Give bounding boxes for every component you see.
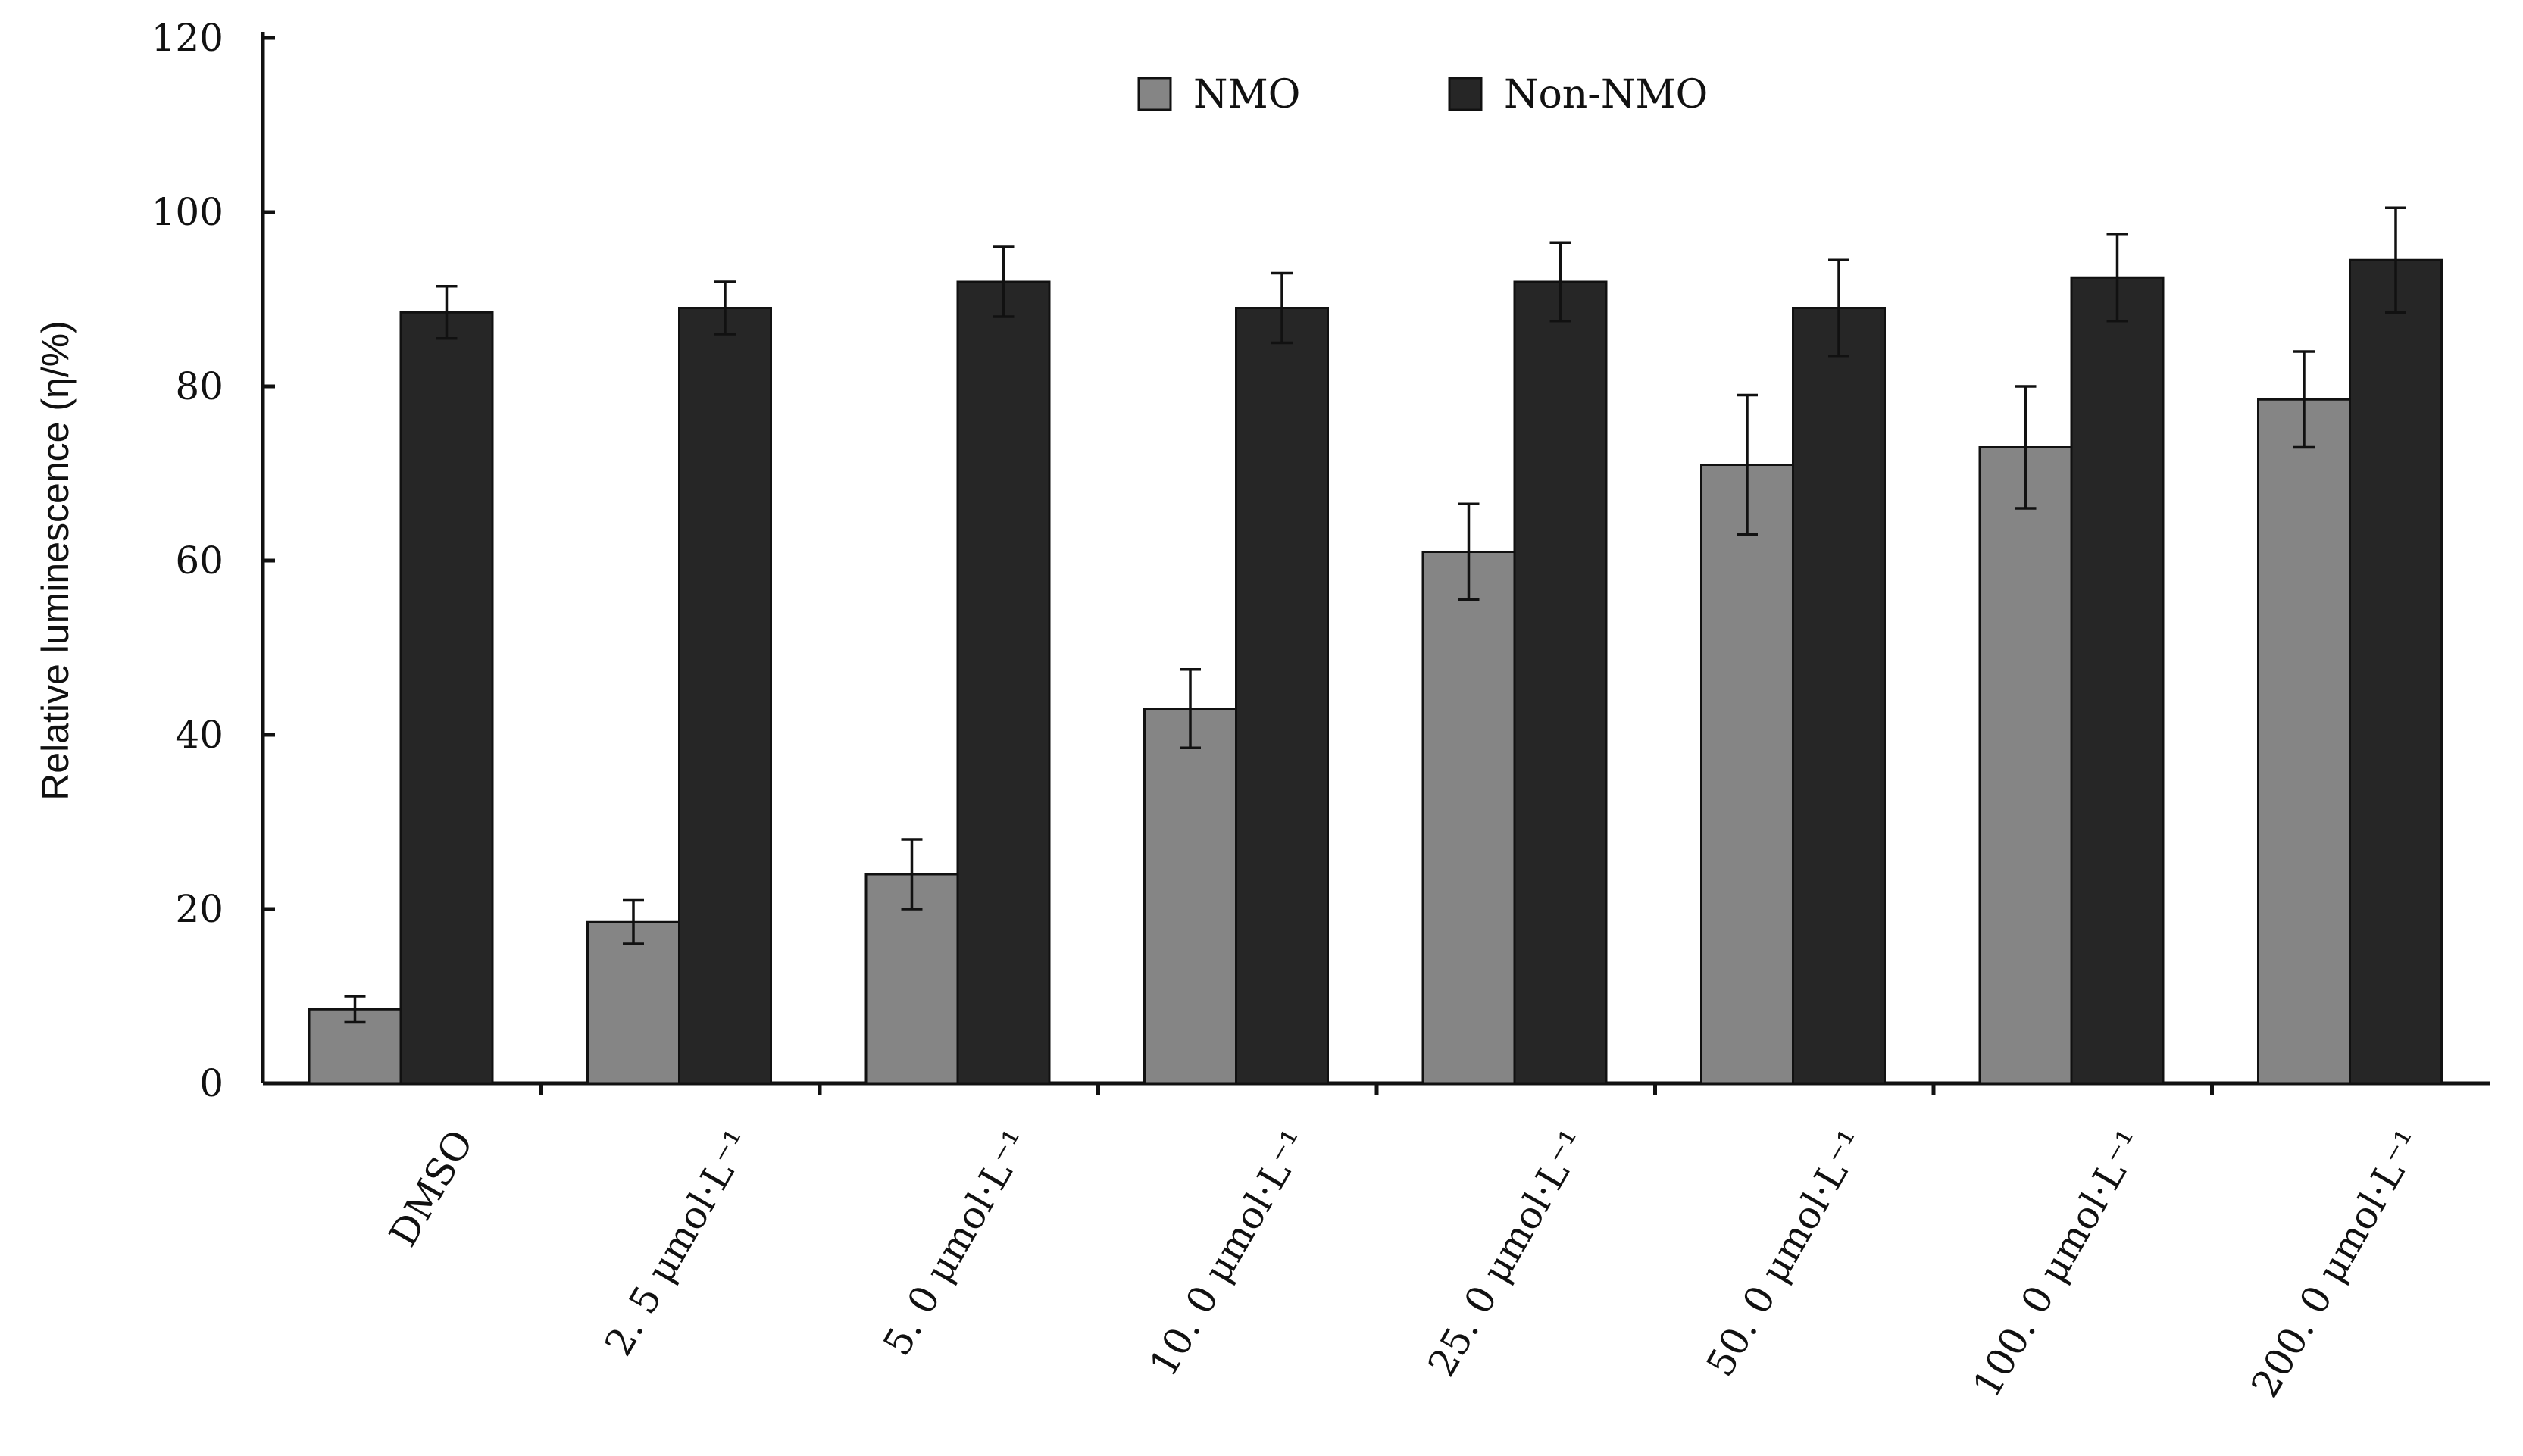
y-tick-label: 0 bbox=[199, 1061, 224, 1105]
y-tick-label: 60 bbox=[175, 539, 224, 583]
x-tick-label: 100. 0 μmol·L⁻¹ bbox=[1965, 1123, 2153, 1404]
legend: NMO Non-NMO bbox=[1137, 72, 1708, 117]
bar-nmo bbox=[1700, 464, 1794, 1085]
bar-non-nmo bbox=[956, 280, 1051, 1085]
x-tick-label: 5. 0 μmol·L⁻¹ bbox=[874, 1123, 1039, 1363]
error-bars bbox=[344, 206, 2406, 1024]
legend-swatch-non-nmo bbox=[1448, 77, 1483, 111]
bar-nmo bbox=[2257, 398, 2351, 1085]
bar-nmo bbox=[1421, 551, 1516, 1085]
legend-label-nmo: NMO bbox=[1193, 72, 1300, 117]
bar-nmo bbox=[586, 920, 680, 1085]
legend-swatch-nmo bbox=[1137, 77, 1172, 111]
bar-non-nmo bbox=[2070, 276, 2165, 1085]
bars bbox=[308, 258, 2443, 1085]
bar-non-nmo bbox=[1235, 307, 1329, 1085]
y-axis: 0 20 40 60 80 100 120 bbox=[152, 16, 275, 1105]
y-tick-label: 120 bbox=[152, 16, 224, 60]
bar-nmo bbox=[1143, 708, 1237, 1085]
y-tick-label: 100 bbox=[152, 190, 224, 234]
legend-label-non-nmo: Non-NMO bbox=[1504, 72, 1708, 117]
y-tick-label: 80 bbox=[175, 364, 224, 408]
bar-non-nmo bbox=[678, 307, 772, 1085]
x-tick-label: 50. 0 μmol·L⁻¹ bbox=[1698, 1123, 1874, 1384]
bar-non-nmo bbox=[1513, 280, 1608, 1085]
bar-nmo bbox=[1978, 446, 2073, 1085]
bar-non-nmo bbox=[2349, 258, 2443, 1085]
x-tick-label: 200. 0 μmol·L⁻¹ bbox=[2243, 1123, 2431, 1404]
y-tick-label: 20 bbox=[175, 887, 224, 931]
bar-nmo bbox=[308, 1008, 402, 1085]
bar-non-nmo bbox=[1792, 307, 1886, 1085]
y-tick-label: 40 bbox=[175, 713, 224, 757]
x-tick-label: 25. 0 μmol·L⁻¹ bbox=[1420, 1123, 1596, 1384]
x-tick-label: 2. 5 μmol·L⁻¹ bbox=[596, 1123, 761, 1363]
x-axis: DMSO 2. 5 μmol·L⁻¹ 5. 0 μmol·L⁻¹ 10. 0 μmol… bbox=[263, 1081, 2490, 1404]
bar-non-nmo bbox=[399, 311, 494, 1085]
y-axis-title: Relative luminescence (η/%) bbox=[34, 320, 77, 801]
x-tick-label: 10. 0 μmol·L⁻¹ bbox=[1141, 1123, 1318, 1384]
x-tick-label: DMSO bbox=[381, 1123, 482, 1254]
